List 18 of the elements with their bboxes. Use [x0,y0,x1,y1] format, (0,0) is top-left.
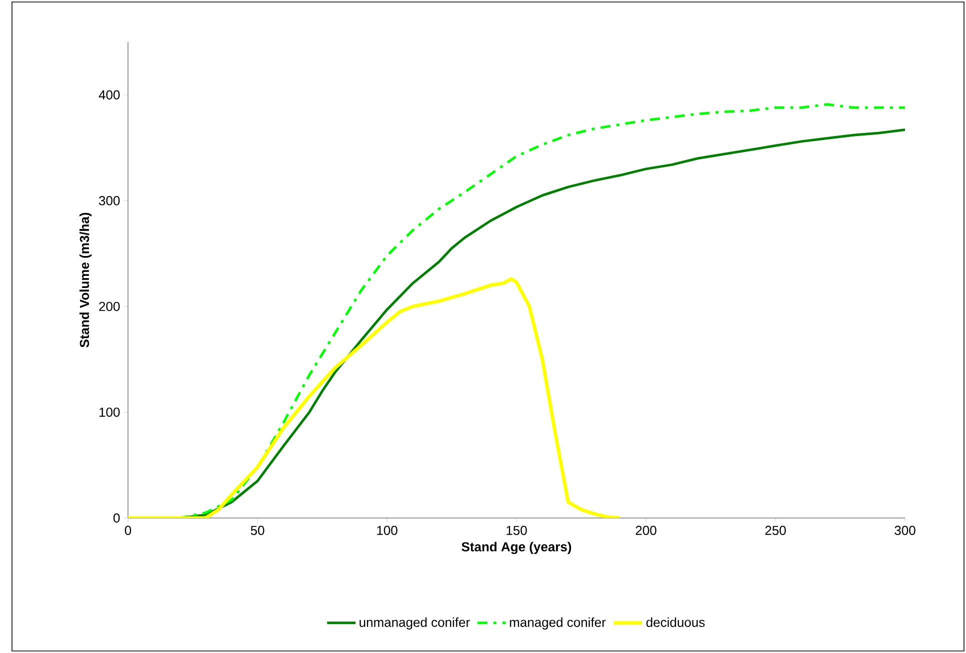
x-tick-label: 150 [506,526,527,536]
x-tick-label: 200 [636,526,656,536]
line-series [128,277,622,518]
y-tick-label: 300 [99,196,120,206]
y-tick-label: 200 [99,302,120,312]
legend-label: deciduous [646,617,705,627]
legend-label: managed conifer [510,617,606,630]
y-tick-label: 100 [99,408,120,417]
x-tick-label: 50 [250,526,264,536]
x-axis-title: Stand Age (years) [462,542,572,554]
y-tick-label: 400 [98,90,120,100]
x-tick-label: 0 [124,526,132,536]
y-tick-label: 0 [113,513,120,523]
x-tick-label: 250 [765,526,786,536]
y-axis-title: Stand Volume (m3/ha) [80,212,92,348]
x-tick-label: 300 [894,526,916,536]
x-tick-label: 100 [377,526,398,536]
legend-label: unmanaged conifer [360,617,470,630]
